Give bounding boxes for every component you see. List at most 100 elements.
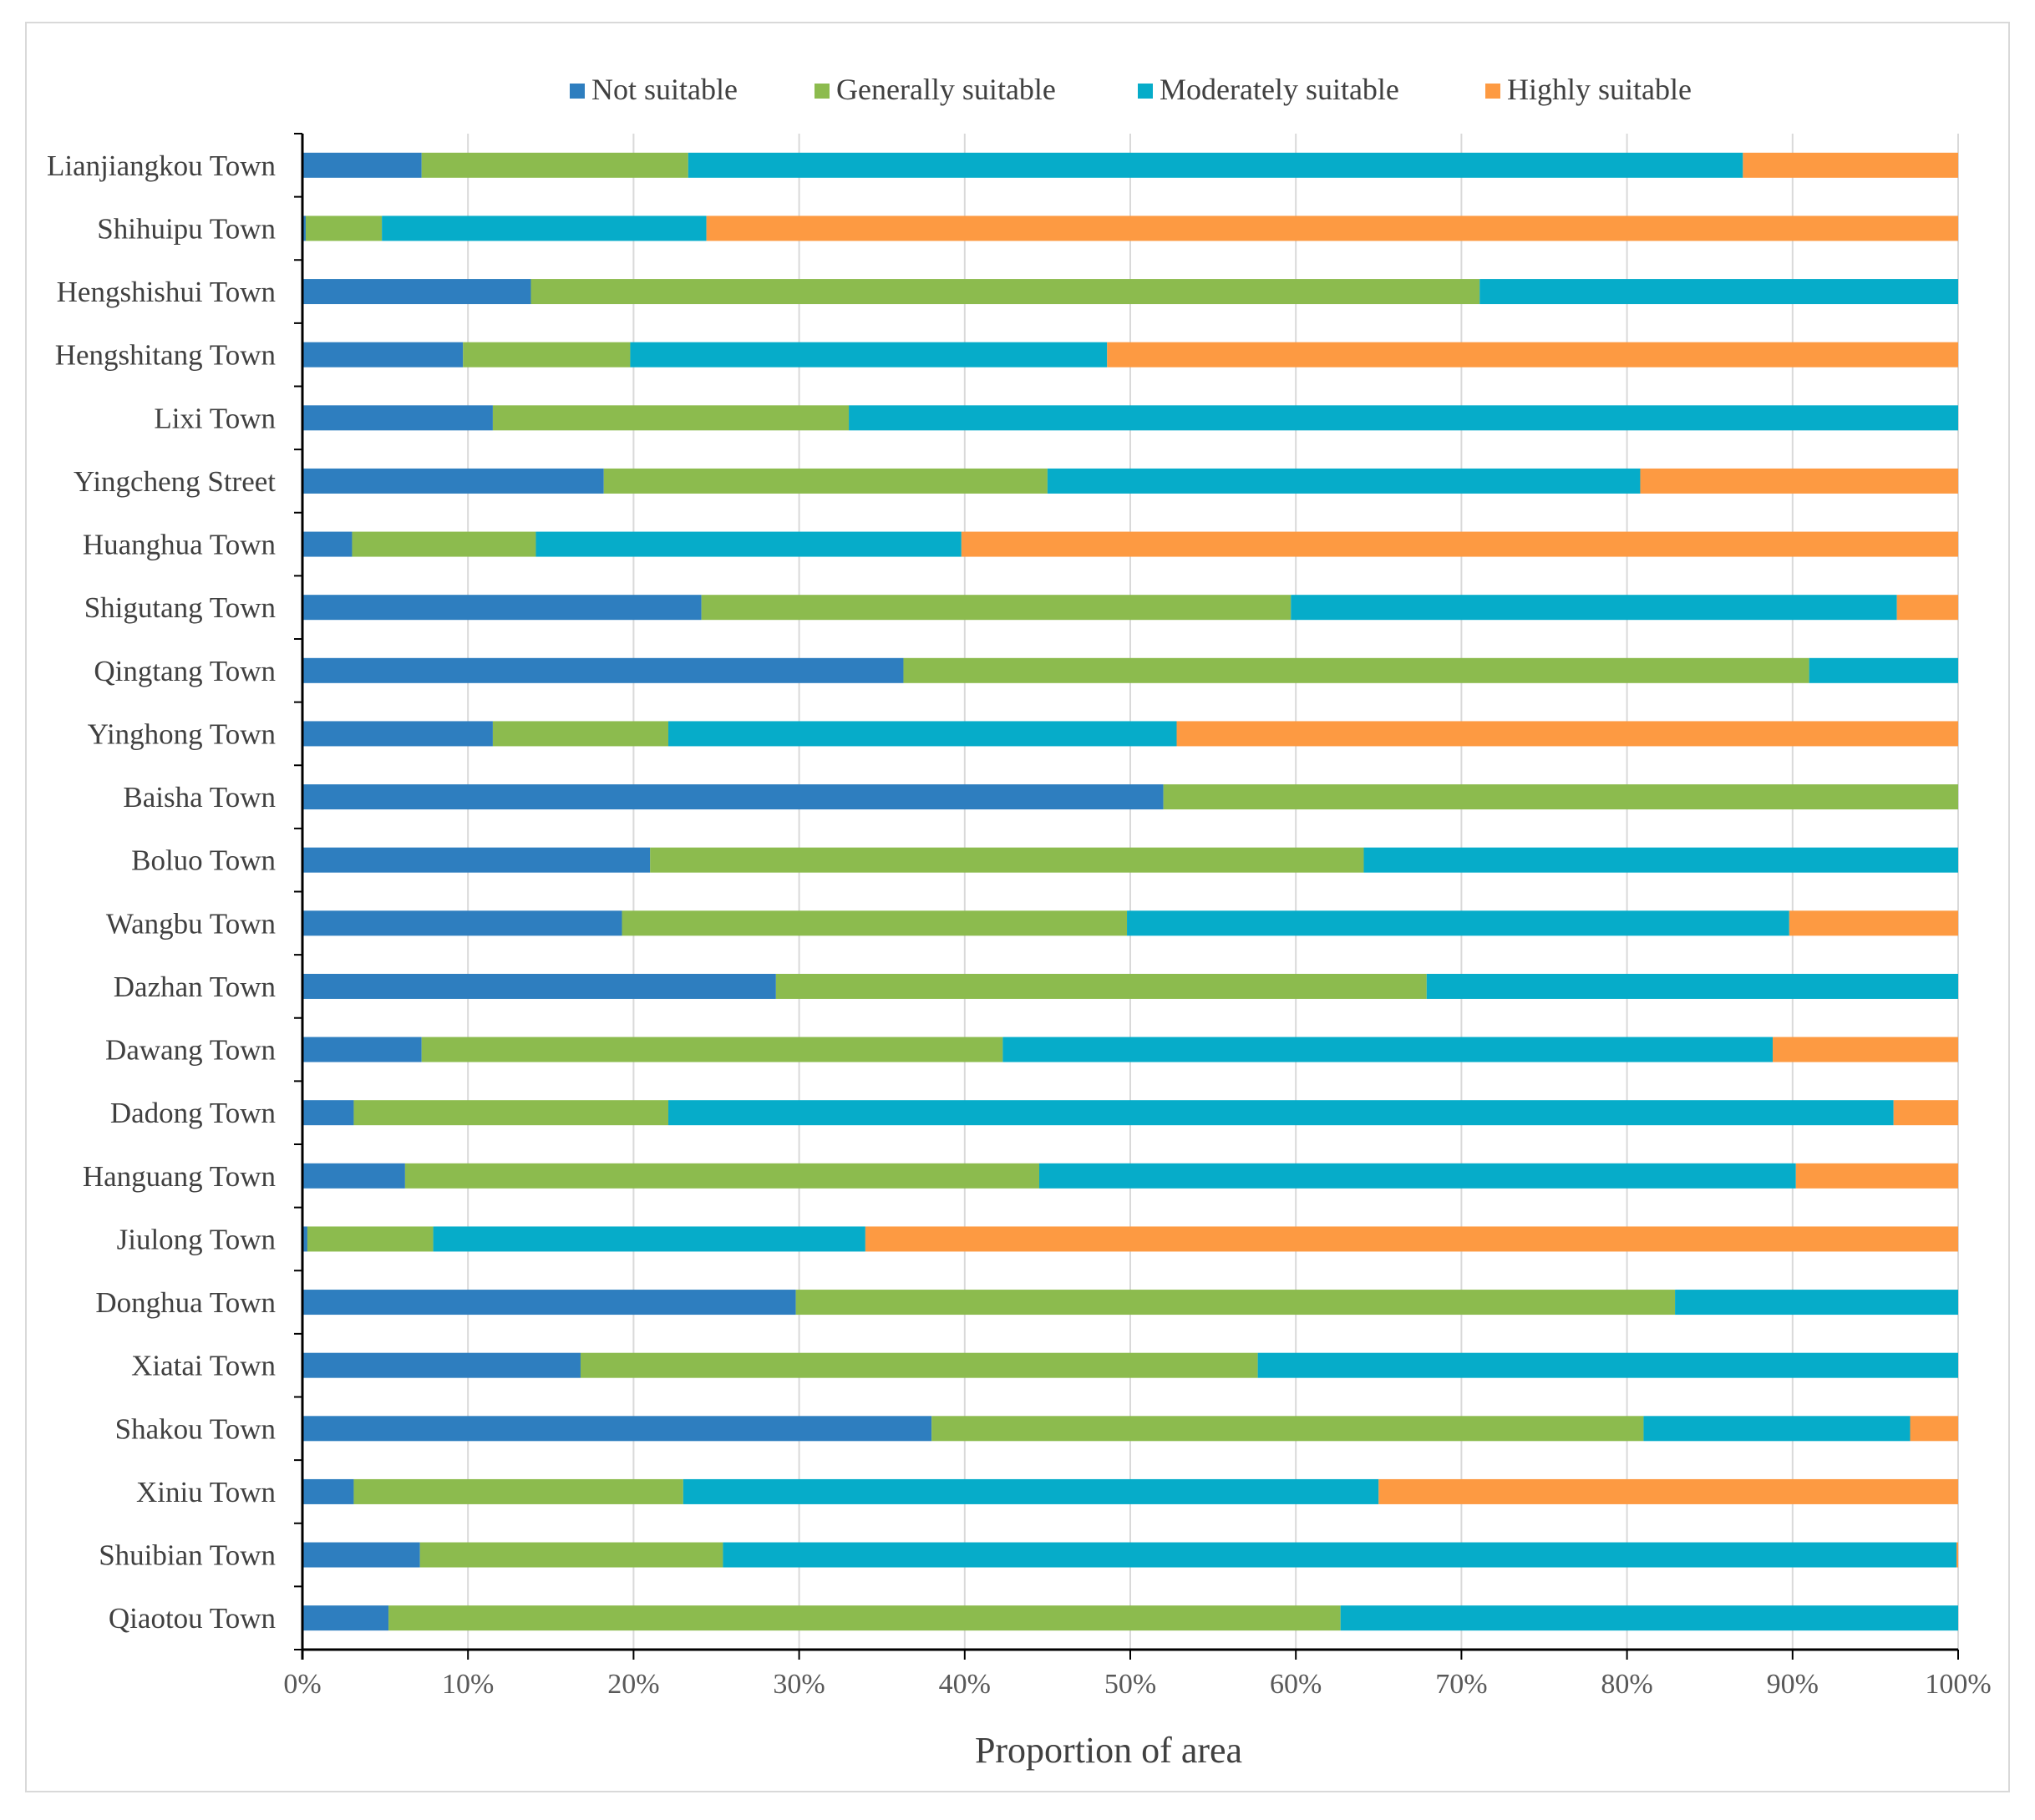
bar-segment — [421, 152, 688, 178]
bar-segment — [352, 531, 536, 557]
bar-segment — [1795, 1163, 1958, 1189]
bar-segment — [668, 1100, 1894, 1126]
bar-segment — [775, 973, 1427, 999]
bar-segment — [302, 468, 604, 494]
bar-segment — [535, 531, 962, 557]
bar-segment — [463, 342, 631, 368]
bar-segment — [388, 1605, 1341, 1631]
bar-segment — [302, 1100, 354, 1126]
bar-segment — [421, 1037, 1003, 1062]
bar-segment — [302, 910, 622, 936]
category-label: Wangbu Town — [106, 907, 276, 940]
category-label: Xiatai Town — [131, 1350, 276, 1382]
bar-segment — [302, 405, 493, 431]
bar-segment — [530, 279, 1480, 305]
bar-segment — [302, 784, 1164, 810]
bar-segment — [688, 152, 1743, 178]
bar-segment — [1378, 1478, 1958, 1504]
legend-label: Not suitable — [591, 73, 738, 106]
bar-segment — [1743, 152, 1958, 178]
bar-segment — [1038, 1163, 1796, 1189]
x-tick-label: 100% — [1925, 1669, 1991, 1700]
gridlines — [467, 134, 1959, 1650]
bar-segment — [1107, 342, 1958, 368]
x-tick-label: 90% — [1767, 1669, 1819, 1700]
bar-segment — [302, 657, 904, 683]
legend-item[interactable]: Moderately suitable — [1138, 73, 1399, 106]
axes — [294, 133, 1959, 1660]
category-label: Shuibian Town — [99, 1539, 276, 1572]
bar-segment — [1340, 1605, 1958, 1631]
legend[interactable]: Not suitable Generally suitable Moderately… — [570, 73, 1692, 106]
category-label: Dazhan Town — [114, 971, 276, 1003]
bar-segment — [302, 531, 353, 557]
bar-segment — [1789, 910, 1958, 936]
bar-segment — [706, 215, 1959, 241]
category-label: Dadong Town — [110, 1097, 276, 1129]
bar-segment — [302, 1416, 932, 1442]
category-label: Huanghua Town — [83, 529, 276, 561]
bar-segment — [723, 1542, 1957, 1568]
category-label: Lianjiangkou Town — [47, 150, 276, 182]
category-label: Yingcheng Street — [74, 465, 276, 498]
bar-segment — [302, 152, 422, 178]
category-label: Dawang Town — [105, 1034, 276, 1067]
legend-label: Highly suitable — [1507, 73, 1692, 106]
x-tick-label: 0% — [283, 1669, 321, 1700]
bar-segment — [305, 215, 383, 241]
category-label: Qiaotou Town — [109, 1602, 276, 1635]
bar-segment — [1002, 1037, 1774, 1062]
category-label: Baisha Town — [123, 781, 276, 814]
bar-segment — [701, 595, 1292, 621]
bar-segment — [302, 1163, 405, 1189]
legend-label: Generally suitable — [836, 73, 1056, 106]
bar-segment — [1127, 910, 1789, 936]
legend-item[interactable]: Highly suitable — [1485, 73, 1692, 106]
x-tick-label: 50% — [1104, 1669, 1156, 1700]
x-tick-label: 70% — [1435, 1669, 1487, 1700]
x-axis-title: Proportion of area — [975, 1730, 1242, 1771]
legend-swatch — [1485, 84, 1500, 99]
bar-segment — [302, 1290, 796, 1316]
legend-item[interactable]: Not suitable — [570, 73, 738, 106]
bar-segment — [419, 1542, 723, 1568]
bar-segment — [302, 847, 651, 873]
bar-segment — [683, 1478, 1379, 1504]
bar-segment — [622, 910, 1128, 936]
bar-segment — [302, 215, 306, 241]
bar-segment — [353, 1478, 683, 1504]
bar-segment — [302, 1542, 420, 1568]
category-label: Shigutang Town — [84, 591, 276, 624]
bar-segment — [1047, 468, 1641, 494]
bar-segment — [650, 847, 1364, 873]
bar-segment — [931, 1416, 1644, 1442]
bar-segment — [1773, 1037, 1958, 1062]
category-label: Qingtang Town — [94, 655, 276, 687]
bar-segment — [492, 721, 669, 747]
x-tick-label: 60% — [1270, 1669, 1322, 1700]
bar-segment — [1893, 1100, 1958, 1126]
bar-segment — [1363, 847, 1958, 873]
bar-segment — [302, 973, 776, 999]
bar-segment — [1257, 1352, 1958, 1378]
bar-segment — [1640, 468, 1958, 494]
bar-segment — [961, 531, 1958, 557]
x-tick-label: 10% — [442, 1669, 494, 1700]
bar-segment — [433, 1226, 865, 1252]
bar-segment — [1163, 784, 1958, 810]
bar-segment — [302, 342, 464, 368]
legend-swatch — [815, 84, 830, 99]
bar-segment — [1910, 1416, 1958, 1442]
bar-segment — [1675, 1290, 1958, 1316]
category-labels: Lianjiangkou Town Shihuipu Town Hengshishu… — [47, 150, 276, 1635]
bar-segment — [302, 1226, 307, 1252]
x-tick-label: 40% — [939, 1669, 991, 1700]
bar-segment — [307, 1226, 434, 1252]
bar-segment — [668, 721, 1177, 747]
bar-segment — [492, 405, 850, 431]
legend-item[interactable]: Generally suitable — [815, 73, 1056, 106]
category-label: Shihuipu Town — [97, 212, 276, 245]
legend-swatch — [1138, 84, 1153, 99]
x-tick-label: 80% — [1601, 1669, 1652, 1700]
